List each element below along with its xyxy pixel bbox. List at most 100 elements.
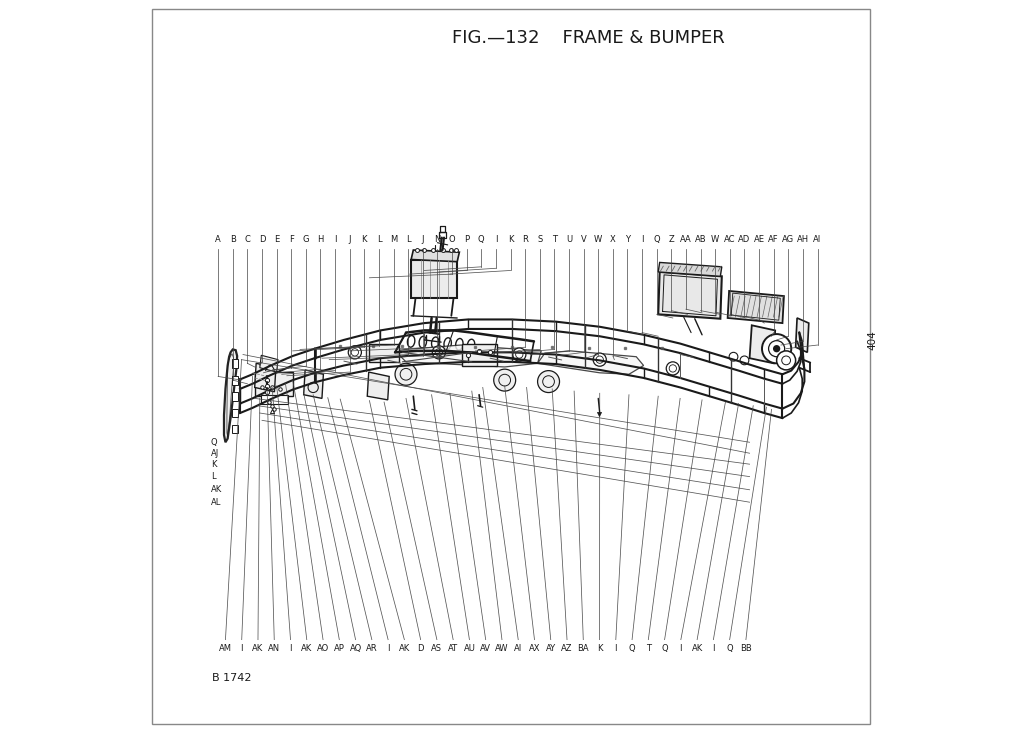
Text: W: W (594, 235, 602, 244)
Text: AD: AD (738, 235, 751, 244)
Polygon shape (260, 355, 279, 372)
Text: AC: AC (724, 235, 735, 244)
Text: A: A (215, 235, 221, 244)
Polygon shape (224, 349, 238, 442)
Text: Q: Q (726, 644, 733, 653)
Ellipse shape (408, 336, 415, 347)
Text: Q: Q (478, 235, 484, 244)
FancyBboxPatch shape (411, 260, 457, 298)
Text: AT: AT (449, 644, 458, 653)
Text: D: D (259, 235, 265, 244)
Circle shape (667, 362, 679, 375)
Text: BA: BA (578, 644, 589, 653)
Text: AK: AK (398, 644, 410, 653)
Text: I: I (614, 644, 617, 653)
Text: M: M (390, 235, 397, 244)
Text: BB: BB (740, 644, 752, 653)
Text: 404: 404 (867, 330, 878, 350)
Text: H: H (317, 235, 324, 244)
Ellipse shape (467, 339, 475, 351)
Circle shape (494, 369, 516, 391)
Circle shape (513, 348, 526, 361)
Text: AY: AY (546, 644, 556, 653)
Text: AK: AK (301, 644, 312, 653)
Text: AN: AN (268, 644, 281, 653)
Ellipse shape (431, 337, 439, 349)
FancyBboxPatch shape (232, 409, 238, 417)
Polygon shape (368, 372, 389, 400)
Circle shape (538, 371, 559, 393)
Text: AR: AR (366, 644, 378, 653)
Text: AZ: AZ (561, 644, 572, 653)
Circle shape (729, 352, 738, 361)
Text: I: I (334, 235, 336, 244)
Text: Q: Q (662, 644, 668, 653)
Text: I: I (641, 235, 643, 244)
Text: AK: AK (691, 644, 702, 653)
Text: E: E (274, 235, 280, 244)
FancyBboxPatch shape (232, 359, 238, 368)
Text: AP: AP (334, 644, 345, 653)
Text: AO: AO (316, 644, 329, 653)
Text: I: I (241, 644, 243, 653)
Text: AK: AK (211, 485, 222, 494)
Text: G: G (303, 235, 309, 244)
Text: I: I (712, 644, 715, 653)
Polygon shape (750, 325, 775, 363)
Text: AQ: AQ (349, 644, 361, 653)
Text: AK: AK (252, 644, 263, 653)
Text: D: D (418, 644, 424, 653)
Circle shape (762, 334, 792, 363)
Text: AS: AS (431, 644, 442, 653)
Text: J: J (348, 235, 351, 244)
Text: J: J (422, 235, 424, 244)
Circle shape (261, 367, 273, 379)
Ellipse shape (444, 338, 452, 349)
Text: AU: AU (464, 644, 475, 653)
Circle shape (593, 353, 606, 366)
Text: Q: Q (629, 644, 635, 653)
Text: AH: AH (797, 235, 809, 244)
Ellipse shape (456, 338, 463, 350)
Text: AX: AX (528, 644, 541, 653)
FancyBboxPatch shape (462, 344, 498, 366)
FancyBboxPatch shape (260, 395, 289, 404)
Text: AE: AE (754, 235, 765, 244)
Polygon shape (304, 370, 324, 398)
Text: V: V (581, 235, 587, 244)
Text: L: L (406, 235, 411, 244)
FancyBboxPatch shape (232, 425, 238, 433)
Text: AJ: AJ (211, 449, 219, 458)
Text: K: K (361, 235, 367, 244)
Text: R: R (522, 235, 528, 244)
Polygon shape (658, 272, 722, 319)
Text: AM: AM (219, 644, 232, 653)
Text: AB: AB (695, 235, 707, 244)
Polygon shape (411, 250, 460, 262)
Text: T: T (552, 235, 557, 244)
FancyBboxPatch shape (232, 392, 238, 401)
FancyBboxPatch shape (255, 372, 293, 396)
Text: B 1742: B 1742 (212, 673, 252, 683)
Text: AA: AA (680, 235, 692, 244)
Text: I: I (680, 644, 682, 653)
Text: T: T (646, 644, 651, 653)
Text: AF: AF (768, 235, 779, 244)
Text: AI: AI (514, 644, 522, 653)
Text: AI: AI (813, 235, 821, 244)
Text: AL: AL (211, 498, 221, 507)
Polygon shape (728, 291, 784, 323)
Circle shape (776, 351, 796, 370)
Polygon shape (395, 345, 542, 367)
Polygon shape (658, 262, 722, 276)
Text: O: O (449, 235, 456, 244)
Text: I: I (289, 644, 292, 653)
Polygon shape (538, 351, 643, 374)
Text: K: K (508, 235, 513, 244)
Text: K: K (597, 644, 602, 653)
FancyBboxPatch shape (232, 376, 238, 385)
Text: Y: Y (625, 235, 630, 244)
Text: F: F (289, 235, 294, 244)
Text: Q: Q (653, 235, 660, 244)
Text: AW: AW (496, 644, 509, 653)
